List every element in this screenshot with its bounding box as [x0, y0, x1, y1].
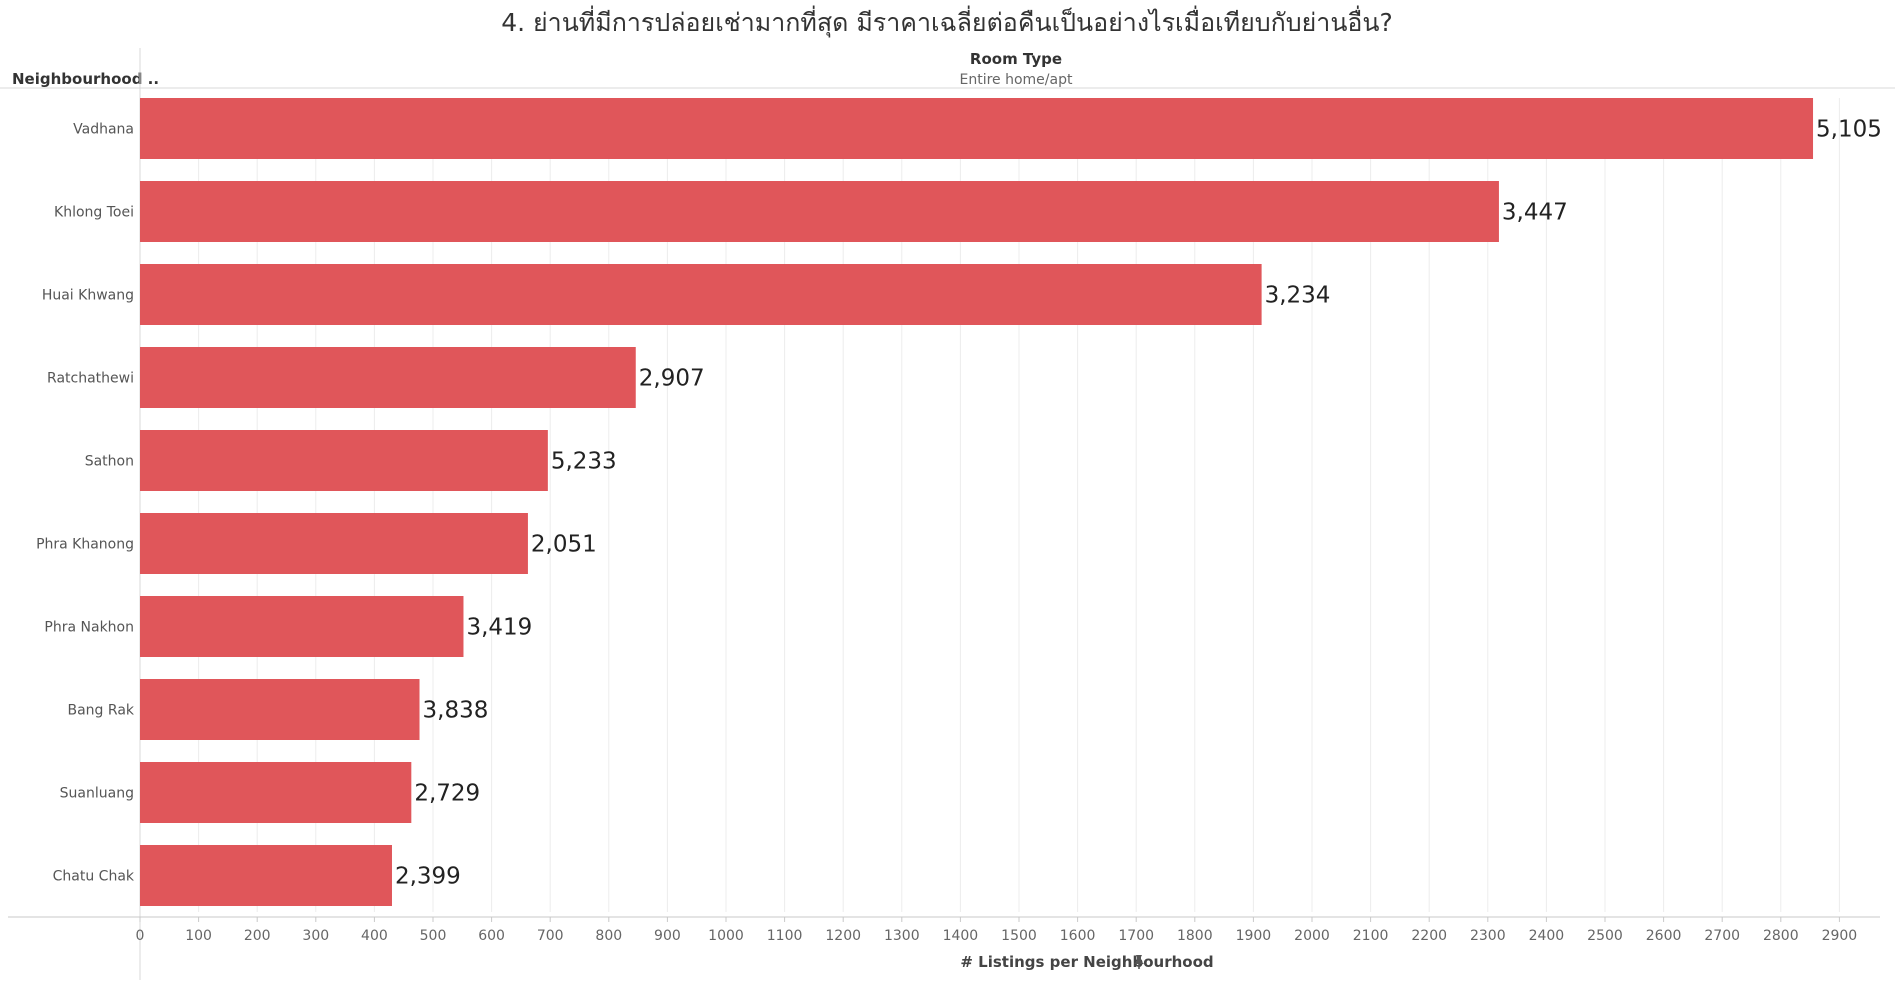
- x-tick-label: 500: [420, 928, 447, 944]
- category-label[interactable]: Suanluang: [60, 786, 134, 802]
- x-tick-label: 100: [185, 928, 212, 944]
- x-tick-label: 1600: [1060, 928, 1096, 944]
- x-tick-label: 300: [302, 928, 329, 944]
- x-tick-label: 2300: [1470, 928, 1506, 944]
- pin-icon[interactable]: [1134, 955, 1144, 969]
- bar[interactable]: [140, 762, 412, 823]
- data-label: 3,234: [1265, 283, 1331, 309]
- column-header[interactable]: Room Type: [970, 50, 1062, 68]
- row-header[interactable]: Neighbourhood ..: [12, 70, 159, 88]
- bar[interactable]: [140, 181, 1499, 242]
- x-tick-label: 2500: [1587, 928, 1623, 944]
- x-axis-title[interactable]: # Listings per Neighbourhood: [960, 953, 1213, 971]
- x-tick-label: 1900: [1236, 928, 1272, 944]
- category-label[interactable]: Phra Khanong: [36, 537, 134, 553]
- bar[interactable]: [140, 264, 1262, 325]
- x-tick-label: 600: [478, 928, 505, 944]
- x-tick-label: 800: [595, 928, 622, 944]
- data-label: 2,051: [531, 532, 597, 558]
- x-tick-label: 1200: [825, 928, 861, 944]
- bar[interactable]: [140, 845, 392, 906]
- x-axis-ticks: 0 100 200 300 400 500 600 700 800 900 1000 1100 1200…: [136, 917, 1858, 944]
- category-labels: Vadhana Khlong Toei Huai Khwang Ratchathewi…: [36, 122, 135, 885]
- category-label[interactable]: Chatu Chak: [53, 869, 135, 885]
- x-tick-label: 200: [244, 928, 271, 944]
- x-tick-label: 900: [654, 928, 681, 944]
- x-tick-label: 1300: [884, 928, 920, 944]
- x-tick-label: 1400: [943, 928, 979, 944]
- data-label: 2,399: [395, 864, 461, 890]
- data-label: 3,419: [466, 615, 532, 641]
- category-label[interactable]: Ratchathewi: [47, 371, 134, 387]
- bar[interactable]: [140, 596, 464, 657]
- chart-title: 4. ย่านที่มีการปล่อยเช่ามากที่สุด มีราคา…: [501, 5, 1393, 38]
- column-subheader: Entire home/apt: [960, 72, 1073, 88]
- x-tick-label: 2200: [1411, 928, 1447, 944]
- x-tick-label: 1000: [708, 928, 744, 944]
- x-axis-title-group[interactable]: # Listings per Neighbourhood: [960, 953, 1213, 971]
- category-label[interactable]: Sathon: [85, 454, 134, 470]
- bar[interactable]: [140, 98, 1814, 159]
- x-tick-label: 2700: [1704, 928, 1740, 944]
- x-tick-label: 2600: [1646, 928, 1682, 944]
- x-tick-label: 0: [136, 928, 145, 944]
- category-label[interactable]: Huai Khwang: [42, 288, 134, 304]
- bar[interactable]: [140, 513, 528, 574]
- bar[interactable]: [140, 430, 548, 491]
- x-tick-label: 2900: [1822, 928, 1858, 944]
- x-tick-label: 1100: [767, 928, 803, 944]
- data-label: 5,233: [551, 449, 617, 475]
- x-tick-label: 2800: [1763, 928, 1799, 944]
- category-label[interactable]: Vadhana: [73, 122, 134, 138]
- x-tick-label: 1500: [1001, 928, 1037, 944]
- x-tick-label: 2000: [1294, 928, 1330, 944]
- x-tick-label: 700: [537, 928, 564, 944]
- data-label: 3,447: [1502, 200, 1568, 226]
- data-label: 3,838: [423, 698, 489, 724]
- data-label: 2,729: [414, 781, 480, 807]
- x-tick-label: 1700: [1118, 928, 1154, 944]
- category-label[interactable]: Bang Rak: [68, 703, 135, 719]
- x-tick-label: 2100: [1353, 928, 1389, 944]
- category-label[interactable]: Phra Nakhon: [44, 620, 134, 636]
- bar[interactable]: [140, 679, 420, 740]
- x-tick-label: 1800: [1177, 928, 1213, 944]
- data-label: 5,105: [1816, 117, 1882, 143]
- x-tick-label: 400: [361, 928, 388, 944]
- data-label: 2,907: [639, 366, 705, 392]
- bar[interactable]: [140, 347, 636, 408]
- value-labels: 5,105 3,447 3,234 2,907 5,233 2,051 3,419 3,838…: [395, 117, 1882, 890]
- bars: [140, 98, 1814, 906]
- category-label[interactable]: Khlong Toei: [54, 205, 134, 221]
- x-tick-label: 2400: [1529, 928, 1565, 944]
